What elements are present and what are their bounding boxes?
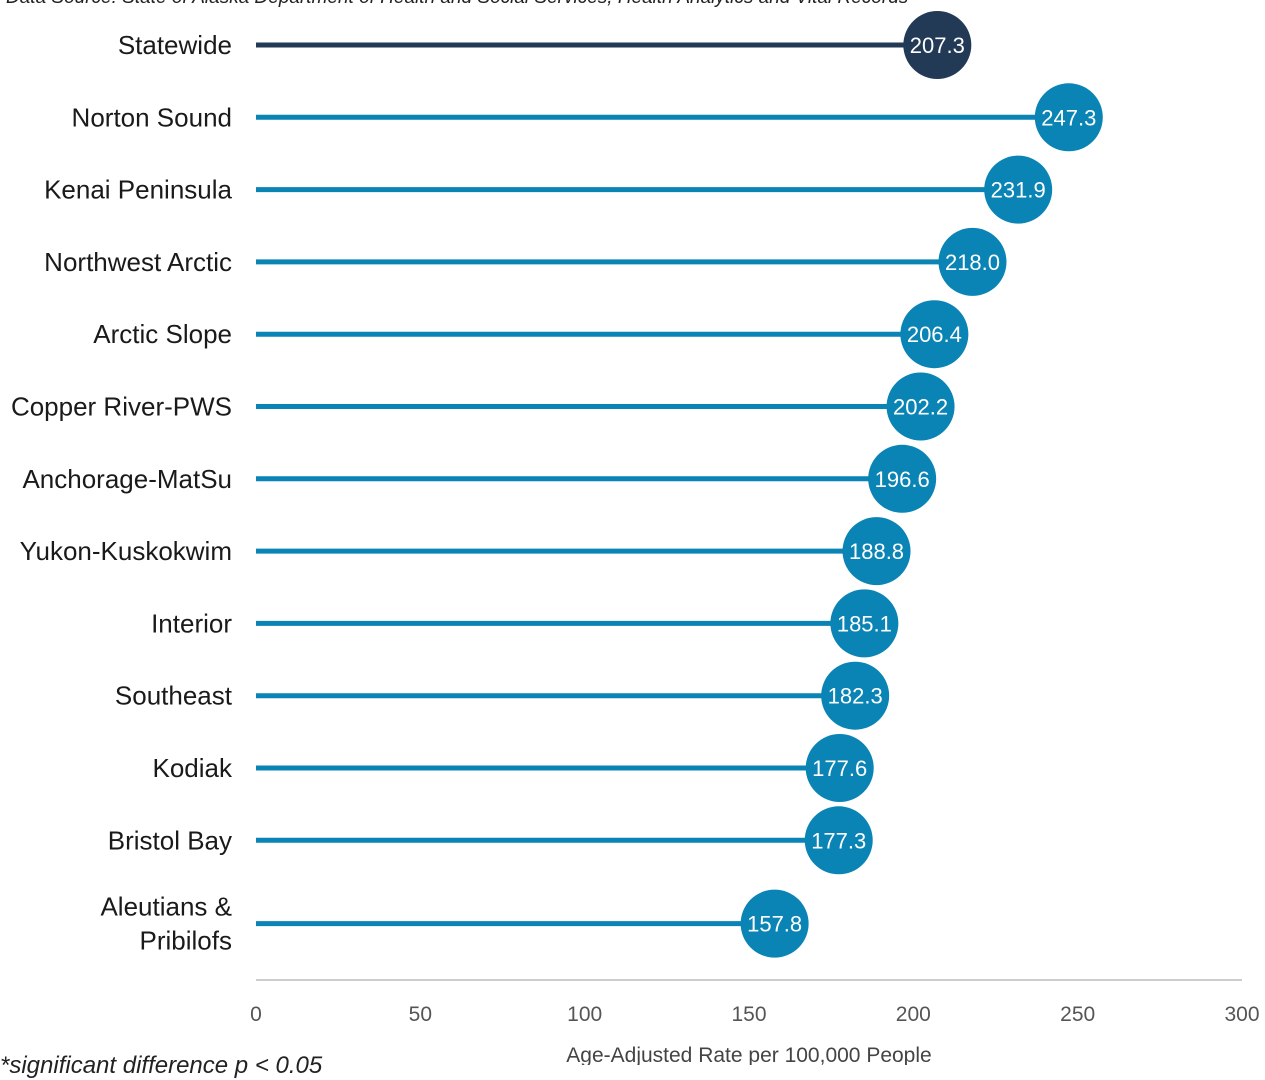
category-label: Northwest Arctic: [44, 247, 232, 277]
value-label: 185.1: [837, 611, 892, 636]
x-tick-label: 100: [567, 1003, 602, 1026]
value-label: 207.3: [910, 33, 965, 58]
value-label: 231.9: [991, 178, 1046, 203]
category-label: Arctic Slope: [93, 319, 232, 349]
value-label: 206.4: [907, 322, 962, 347]
bar-dot: [740, 889, 809, 958]
bar-dot: [842, 517, 911, 586]
value-label: 177.6: [812, 756, 867, 781]
source-note: Data Source: State of Alaska Department …: [6, 0, 908, 9]
bar-dot: [1034, 83, 1103, 152]
footnote: *significant difference p < 0.05: [0, 1052, 323, 1079]
x-tick-label: 150: [731, 1003, 766, 1026]
bar-dot: [804, 806, 873, 875]
value-label: 157.8: [747, 912, 802, 937]
bar-dot: [886, 372, 955, 441]
value-label: 218.0: [945, 250, 1000, 275]
x-tick-label: 0: [250, 1003, 262, 1026]
category-label: Norton Sound: [72, 102, 232, 132]
chart-marks: Statewide 207.3 Norton Sound 247.3 Kenai Pen…: [11, 11, 1103, 958]
x-axis-title: Age-Adjusted Rate per 100,000 People: [566, 1044, 931, 1065]
value-label: 188.8: [849, 539, 904, 564]
x-tick-label: 50: [409, 1003, 432, 1026]
x-tick-label: 200: [896, 1003, 931, 1026]
bar-dot: [900, 300, 969, 369]
category-label: Bristol Bay: [108, 825, 232, 855]
bar-dot: [821, 661, 890, 730]
x-axis-ticks: 0 50 100 150 200 250 300: [250, 1003, 1259, 1026]
value-label: 247.3: [1041, 105, 1096, 130]
category-label: Kodiak: [153, 753, 233, 783]
x-tick-label: 250: [1060, 1003, 1095, 1026]
bar-dot: [830, 589, 899, 658]
bar-dot: [938, 227, 1007, 296]
category-label: Copper River-PWS: [11, 392, 232, 422]
x-tick-label: 300: [1224, 1003, 1259, 1026]
category-label: Aleutians & Pribilofs: [100, 892, 232, 956]
value-label: 196.6: [875, 467, 930, 492]
bar-dot: [984, 155, 1053, 224]
category-label: Yukon-Kuskokwim: [20, 536, 232, 566]
value-label: 182.3: [828, 684, 883, 709]
category-label: Southeast: [115, 681, 233, 711]
category-label: Kenai Peninsula: [44, 175, 232, 205]
category-label: Interior: [151, 608, 232, 638]
value-label: 177.3: [811, 828, 866, 853]
category-label: Anchorage-MatSu: [22, 464, 232, 494]
bar-dot: [903, 11, 972, 79]
category-label: Statewide: [118, 30, 232, 60]
bar-dot: [868, 444, 937, 513]
value-label: 202.2: [893, 395, 948, 420]
bar-dot: [805, 734, 874, 802]
